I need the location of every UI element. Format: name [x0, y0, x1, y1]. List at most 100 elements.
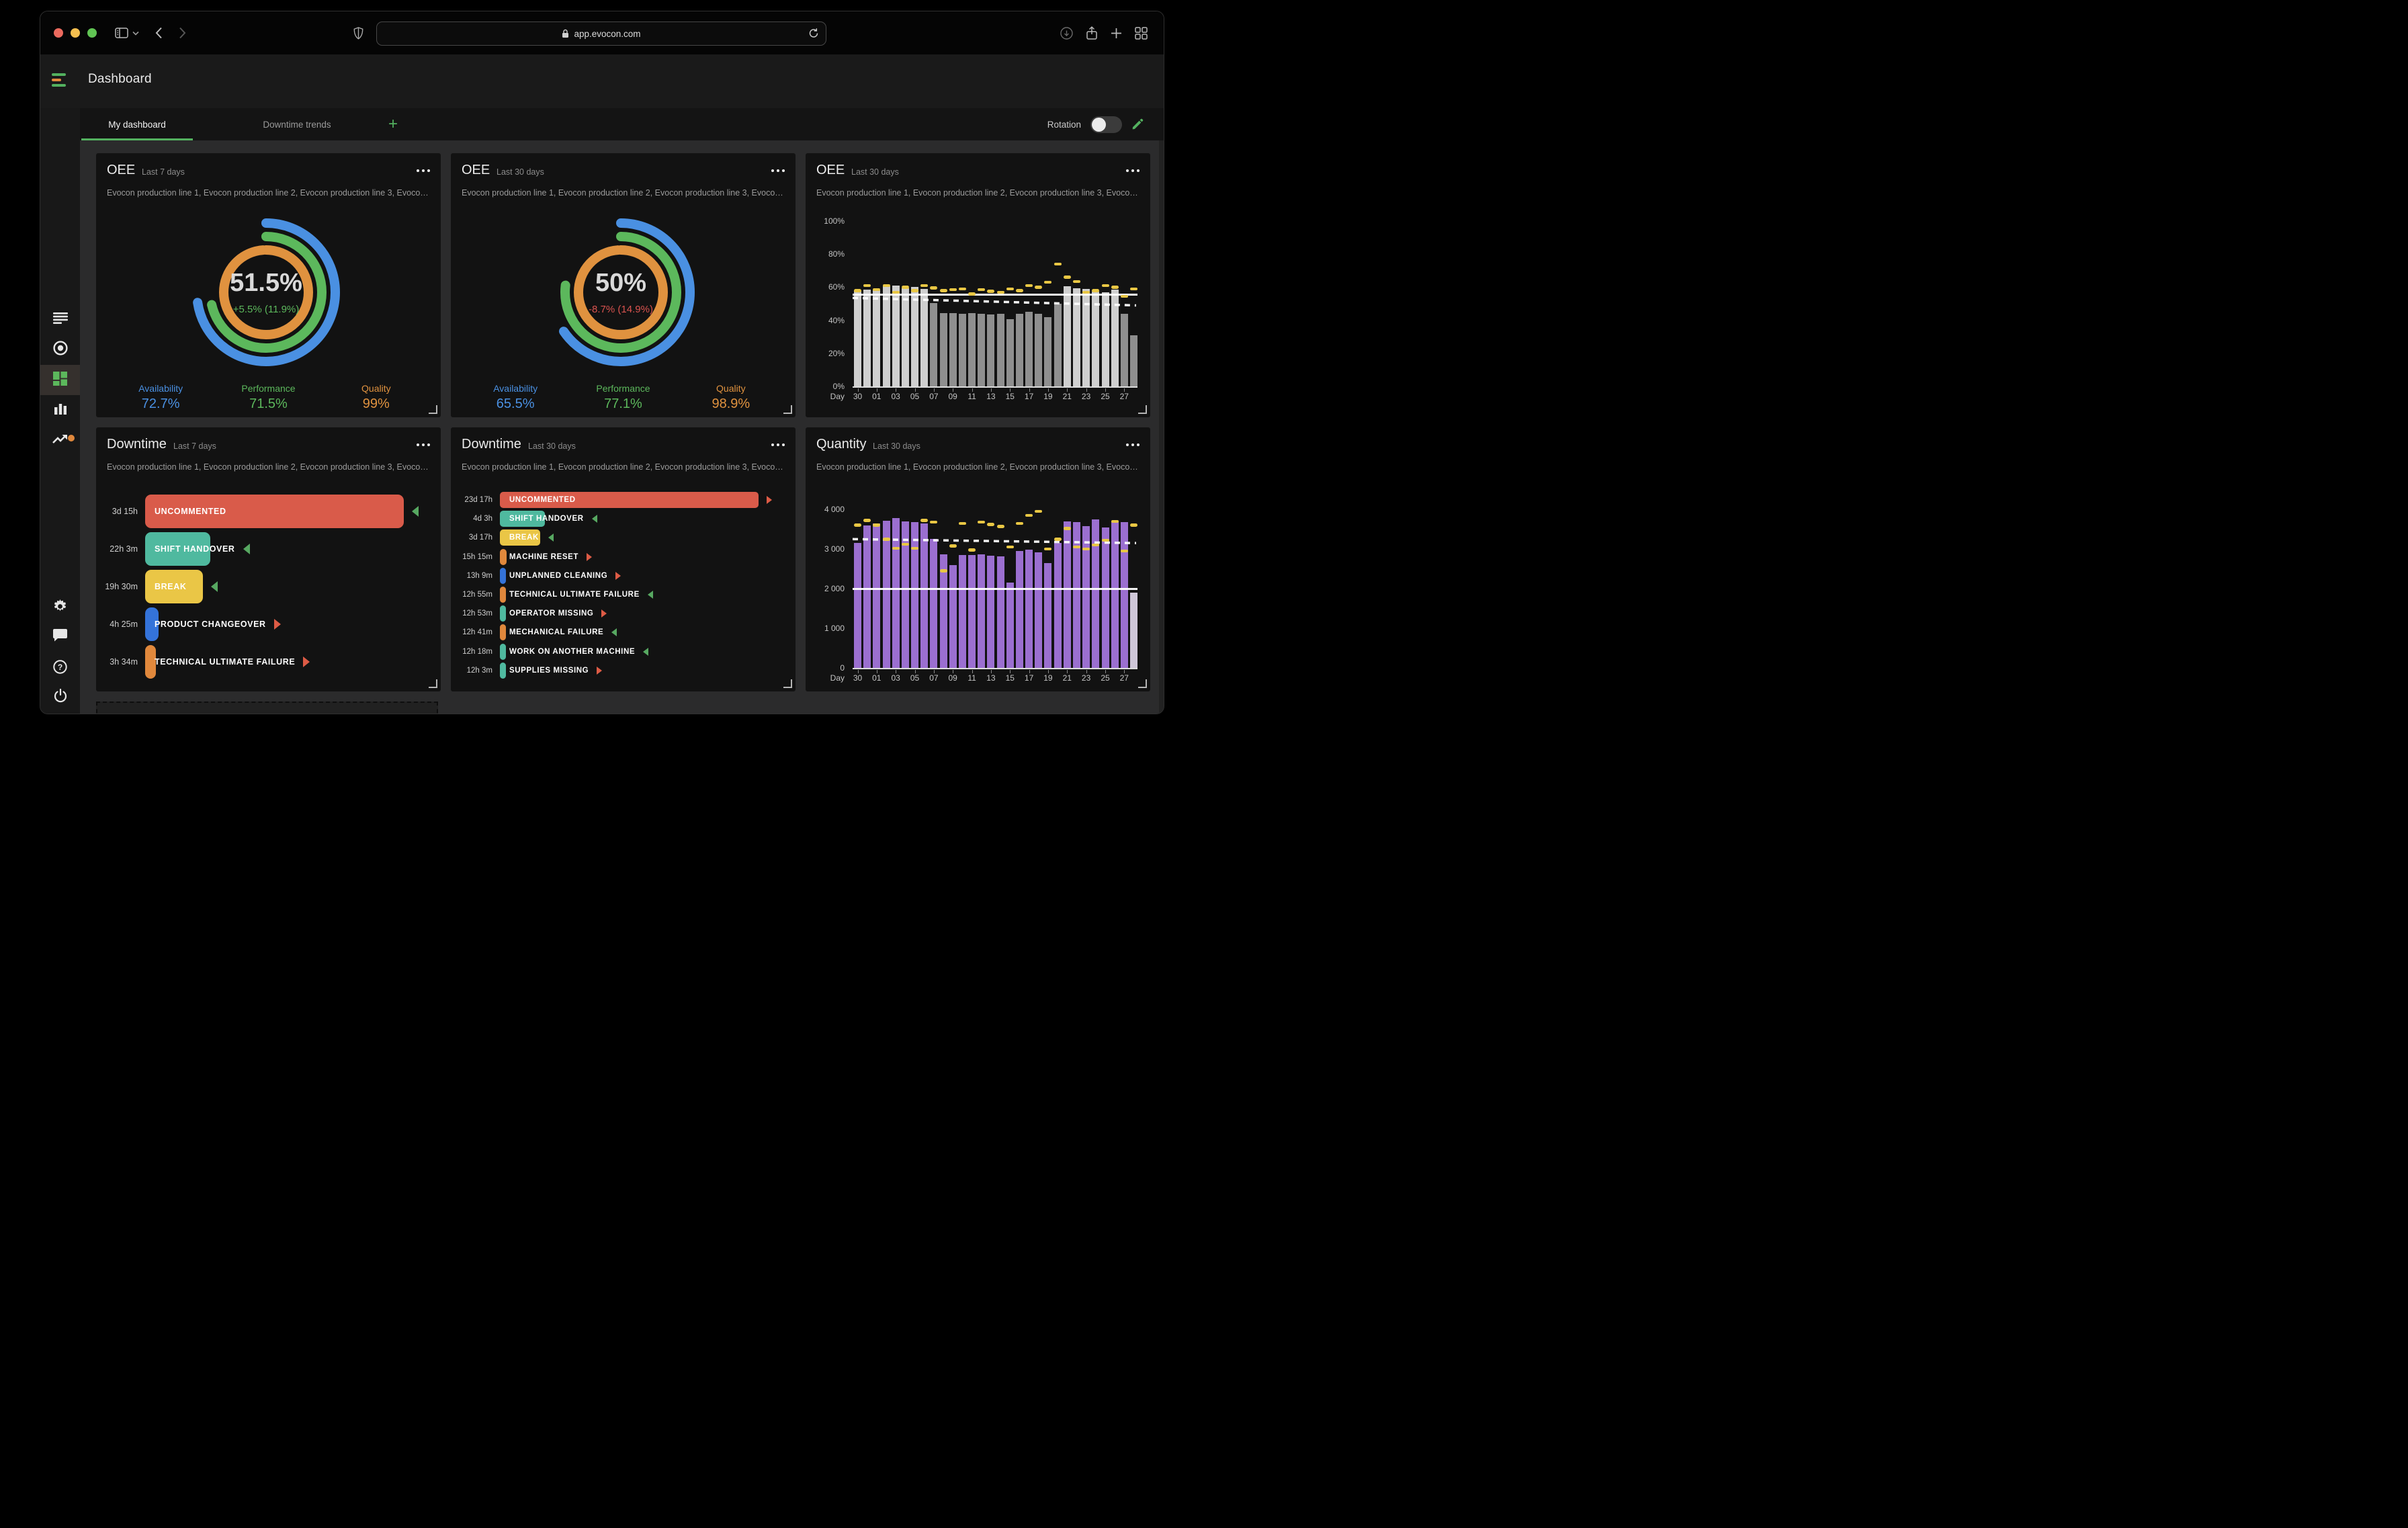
- chart-bar: [949, 312, 957, 386]
- notification-badge: [68, 435, 75, 441]
- card-period: Last 30 days: [528, 441, 576, 451]
- x-tick: 13: [986, 392, 996, 401]
- chart-bar: [1101, 292, 1109, 386]
- chart-bar: [911, 287, 918, 386]
- bars-icon: [54, 402, 67, 418]
- sidebar-item-reports[interactable]: [40, 304, 80, 335]
- chart-bar: [1130, 592, 1137, 668]
- privacy-shield-icon[interactable]: [353, 26, 363, 40]
- downtime-duration: 12h 53m: [462, 609, 492, 618]
- y-tick: 100%: [824, 216, 845, 226]
- sidebar-item-feedback[interactable]: [40, 622, 80, 652]
- zoom-window-button[interactable]: [87, 28, 97, 38]
- edit-dashboard-button[interactable]: [1131, 118, 1144, 130]
- target-marker: [873, 288, 881, 292]
- downloads-button[interactable]: [1060, 26, 1073, 40]
- chart-bar: [920, 288, 929, 386]
- x-axis: [853, 386, 1137, 388]
- share-button[interactable]: [1086, 26, 1098, 40]
- tick-mark: [1067, 670, 1068, 673]
- downtime-row: UNCOMMENTED: [500, 492, 772, 508]
- x-tick: 27: [1119, 392, 1129, 401]
- card-menu-button[interactable]: [771, 443, 785, 446]
- stat-performance: Performance 77.1%: [596, 383, 650, 411]
- downtime-bar: [500, 643, 506, 660]
- chart-bar: [873, 523, 881, 668]
- minimize-window-button[interactable]: [71, 28, 80, 38]
- downtime-bar: [145, 495, 404, 528]
- address-bar[interactable]: app.evocon.com: [376, 22, 826, 46]
- downtime-duration: 12h 55m: [462, 591, 492, 599]
- help-icon: ?: [53, 659, 67, 677]
- chart-bar: [1092, 291, 1100, 386]
- card-menu-button[interactable]: [1126, 443, 1140, 446]
- sidebar-toggle-button[interactable]: [115, 28, 128, 38]
- downtime-label: PRODUCT CHANGEOVER: [155, 620, 266, 629]
- browser-titlebar: app.evocon.com: [40, 11, 1164, 54]
- downtime-label: UNCOMMENTED: [509, 496, 576, 504]
- y-tick: 2 000: [824, 584, 845, 593]
- x-tick: 13: [986, 673, 996, 683]
- card-menu-button[interactable]: [771, 169, 785, 172]
- downtime-bar: [500, 567, 506, 584]
- sidebar-item-help[interactable]: ?: [40, 653, 80, 683]
- add-dashboard-button[interactable]: +: [388, 115, 398, 133]
- card-resize-handle[interactable]: [429, 679, 437, 688]
- tab-downtime-trends[interactable]: Downtime trends: [263, 119, 331, 130]
- downtime-label: TECHNICAL ULTIMATE FAILURE: [155, 657, 296, 667]
- sidebar-item-live-view[interactable]: [40, 335, 80, 365]
- stat-quality: Quality 99%: [361, 383, 391, 411]
- sidebar-item-logout[interactable]: [40, 682, 80, 712]
- downtime-bar: [145, 645, 156, 679]
- forward-button[interactable]: [179, 27, 186, 39]
- x-tick: 15: [1005, 673, 1015, 683]
- scrollbar[interactable]: [1159, 140, 1164, 714]
- back-button[interactable]: [155, 27, 163, 39]
- chart-bar: [1025, 550, 1033, 668]
- card-menu-button[interactable]: [417, 169, 430, 172]
- x-axis-label: Day: [830, 673, 845, 683]
- close-window-button[interactable]: [54, 28, 63, 38]
- card-menu-button[interactable]: [1126, 169, 1140, 172]
- sidebar-item-trends[interactable]: [40, 425, 80, 456]
- power-icon: [54, 688, 67, 706]
- card-resize-handle[interactable]: [783, 405, 792, 414]
- chevron-down-icon[interactable]: [132, 31, 139, 36]
- downtime-row: OPERATOR MISSING: [500, 605, 607, 622]
- chart-bar: [968, 554, 976, 668]
- x-tick: 23: [1081, 673, 1091, 683]
- target-marker: [939, 289, 947, 292]
- downtime-row: UNCOMMENTED: [145, 495, 419, 528]
- add-widget-placeholder[interactable]: [96, 702, 438, 714]
- browser-window: app.evocon.com: [40, 11, 1164, 714]
- card-resize-handle[interactable]: [429, 405, 437, 414]
- chart-bar: [930, 539, 938, 669]
- tab-my-dashboard[interactable]: My dashboard: [81, 108, 193, 140]
- card-resize-handle[interactable]: [783, 679, 792, 688]
- tick-mark: [972, 388, 973, 392]
- rotation-toggle[interactable]: [1090, 116, 1122, 133]
- target-marker: [892, 290, 900, 294]
- y-tick: 4 000: [824, 505, 845, 514]
- card-chart: 4 000 3 000 2 000 1 000 0 Day 30 01 03 05 07 09 11 13…: [806, 427, 1150, 691]
- target-marker: [1111, 519, 1119, 523]
- chart-bar: [1015, 551, 1023, 668]
- sidebar-item-charts[interactable]: [40, 395, 80, 425]
- decrease-arrow-icon: [211, 581, 218, 592]
- card-menu-button[interactable]: [417, 443, 430, 446]
- target-marker: [968, 548, 976, 552]
- sidebar-item-settings[interactable]: [40, 593, 80, 623]
- new-tab-button[interactable]: [1111, 28, 1122, 39]
- tab-overview-button[interactable]: [1135, 26, 1148, 40]
- target-marker: [939, 569, 947, 572]
- target-marker: [996, 290, 1004, 294]
- downtime-duration: 4d 3h: [473, 515, 492, 523]
- sidebar-item-dashboard[interactable]: [40, 365, 80, 395]
- app-menu-button[interactable]: [52, 73, 66, 89]
- card-resize-handle[interactable]: [1138, 405, 1147, 414]
- chart-bar: [1130, 335, 1137, 386]
- card-resize-handle[interactable]: [1138, 679, 1147, 688]
- reload-button[interactable]: [808, 28, 819, 41]
- chart-bar: [863, 290, 871, 386]
- card-title: Quantity: [816, 437, 867, 452]
